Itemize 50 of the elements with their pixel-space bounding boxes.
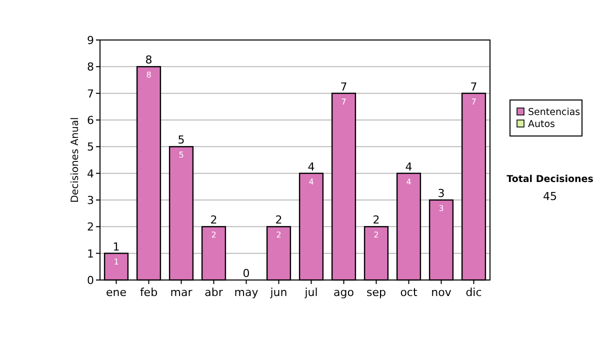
y-axis-title: Decisiones Anual — [70, 117, 81, 203]
total-label: 0 — [242, 267, 250, 280]
total-label: 4 — [405, 160, 412, 174]
y-tick-label: 9 — [87, 34, 94, 47]
total-label: 5 — [178, 134, 185, 147]
total-label: 1 — [112, 240, 120, 254]
x-tick-label: sep — [366, 286, 386, 299]
x-tick-label: dic — [466, 286, 482, 299]
x-tick-label: abr — [204, 286, 224, 299]
y-tick-label: 0 — [87, 274, 94, 287]
total-label: 2 — [372, 214, 380, 227]
total-label: 2 — [275, 214, 282, 227]
data-label: 2 — [276, 230, 282, 240]
x-tick-label: nov — [431, 286, 452, 299]
y-tick-label: 5 — [87, 140, 94, 154]
x-tick-label: may — [234, 286, 259, 299]
x-tick-label: feb — [140, 286, 158, 299]
total-label: 8 — [145, 54, 152, 67]
y-tick-label: 7 — [87, 87, 94, 100]
y-tick-label: 8 — [87, 60, 94, 74]
y-tick-label: 3 — [87, 194, 94, 207]
x-tick-label: mar — [170, 286, 193, 299]
text: 45 — [543, 190, 557, 203]
x-tick-label: ago — [334, 286, 354, 299]
data-label: 4 — [406, 177, 412, 186]
total-label: 7 — [470, 80, 478, 94]
legend-label: Sentencias — [528, 107, 580, 118]
data-label: 3 — [438, 204, 444, 213]
x-tick-label: jun — [269, 286, 288, 299]
data-label: 2 — [211, 230, 216, 240]
data-label: 2 — [374, 230, 379, 240]
data-label: 4 — [308, 177, 314, 186]
y-tick-label: 4 — [87, 167, 94, 180]
data-label: 7 — [471, 97, 476, 106]
legend-label: Autos — [528, 119, 556, 130]
x-tick-label: ene — [106, 286, 127, 299]
text: Total Decisiones — [506, 174, 594, 185]
total-label: 4 — [308, 160, 315, 174]
x-tick-label: oct — [400, 286, 418, 299]
total-label: 3 — [438, 187, 445, 200]
data-label: 7 — [341, 97, 346, 106]
data-label: 1 — [114, 257, 119, 266]
total-label: 2 — [210, 214, 218, 227]
y-tick-label: 2 — [87, 220, 94, 234]
data-label: 5 — [178, 150, 184, 160]
y-tick-label: 6 — [87, 114, 94, 127]
y-tick-label: 1 — [87, 247, 94, 260]
total-label: 7 — [340, 80, 348, 94]
data-label: 8 — [146, 70, 152, 80]
x-tick-label: jul — [304, 286, 318, 299]
